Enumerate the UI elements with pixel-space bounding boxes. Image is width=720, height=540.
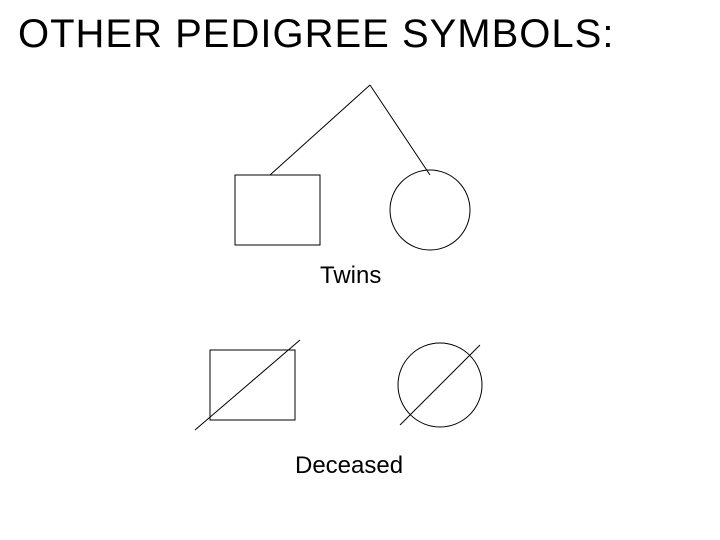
deceased-label: Deceased xyxy=(295,452,403,480)
deceased-male-slash xyxy=(195,340,300,430)
twins-label: Twins xyxy=(320,262,381,290)
deceased-male-square xyxy=(210,350,295,420)
twin-connector-right xyxy=(370,85,430,175)
twin-connector-left xyxy=(270,85,370,175)
deceased-symbol xyxy=(195,340,482,430)
deceased-female-slash xyxy=(400,345,480,425)
twin-male-square xyxy=(235,175,320,245)
twin-female-circle xyxy=(390,170,470,250)
twins-symbol xyxy=(235,85,470,250)
